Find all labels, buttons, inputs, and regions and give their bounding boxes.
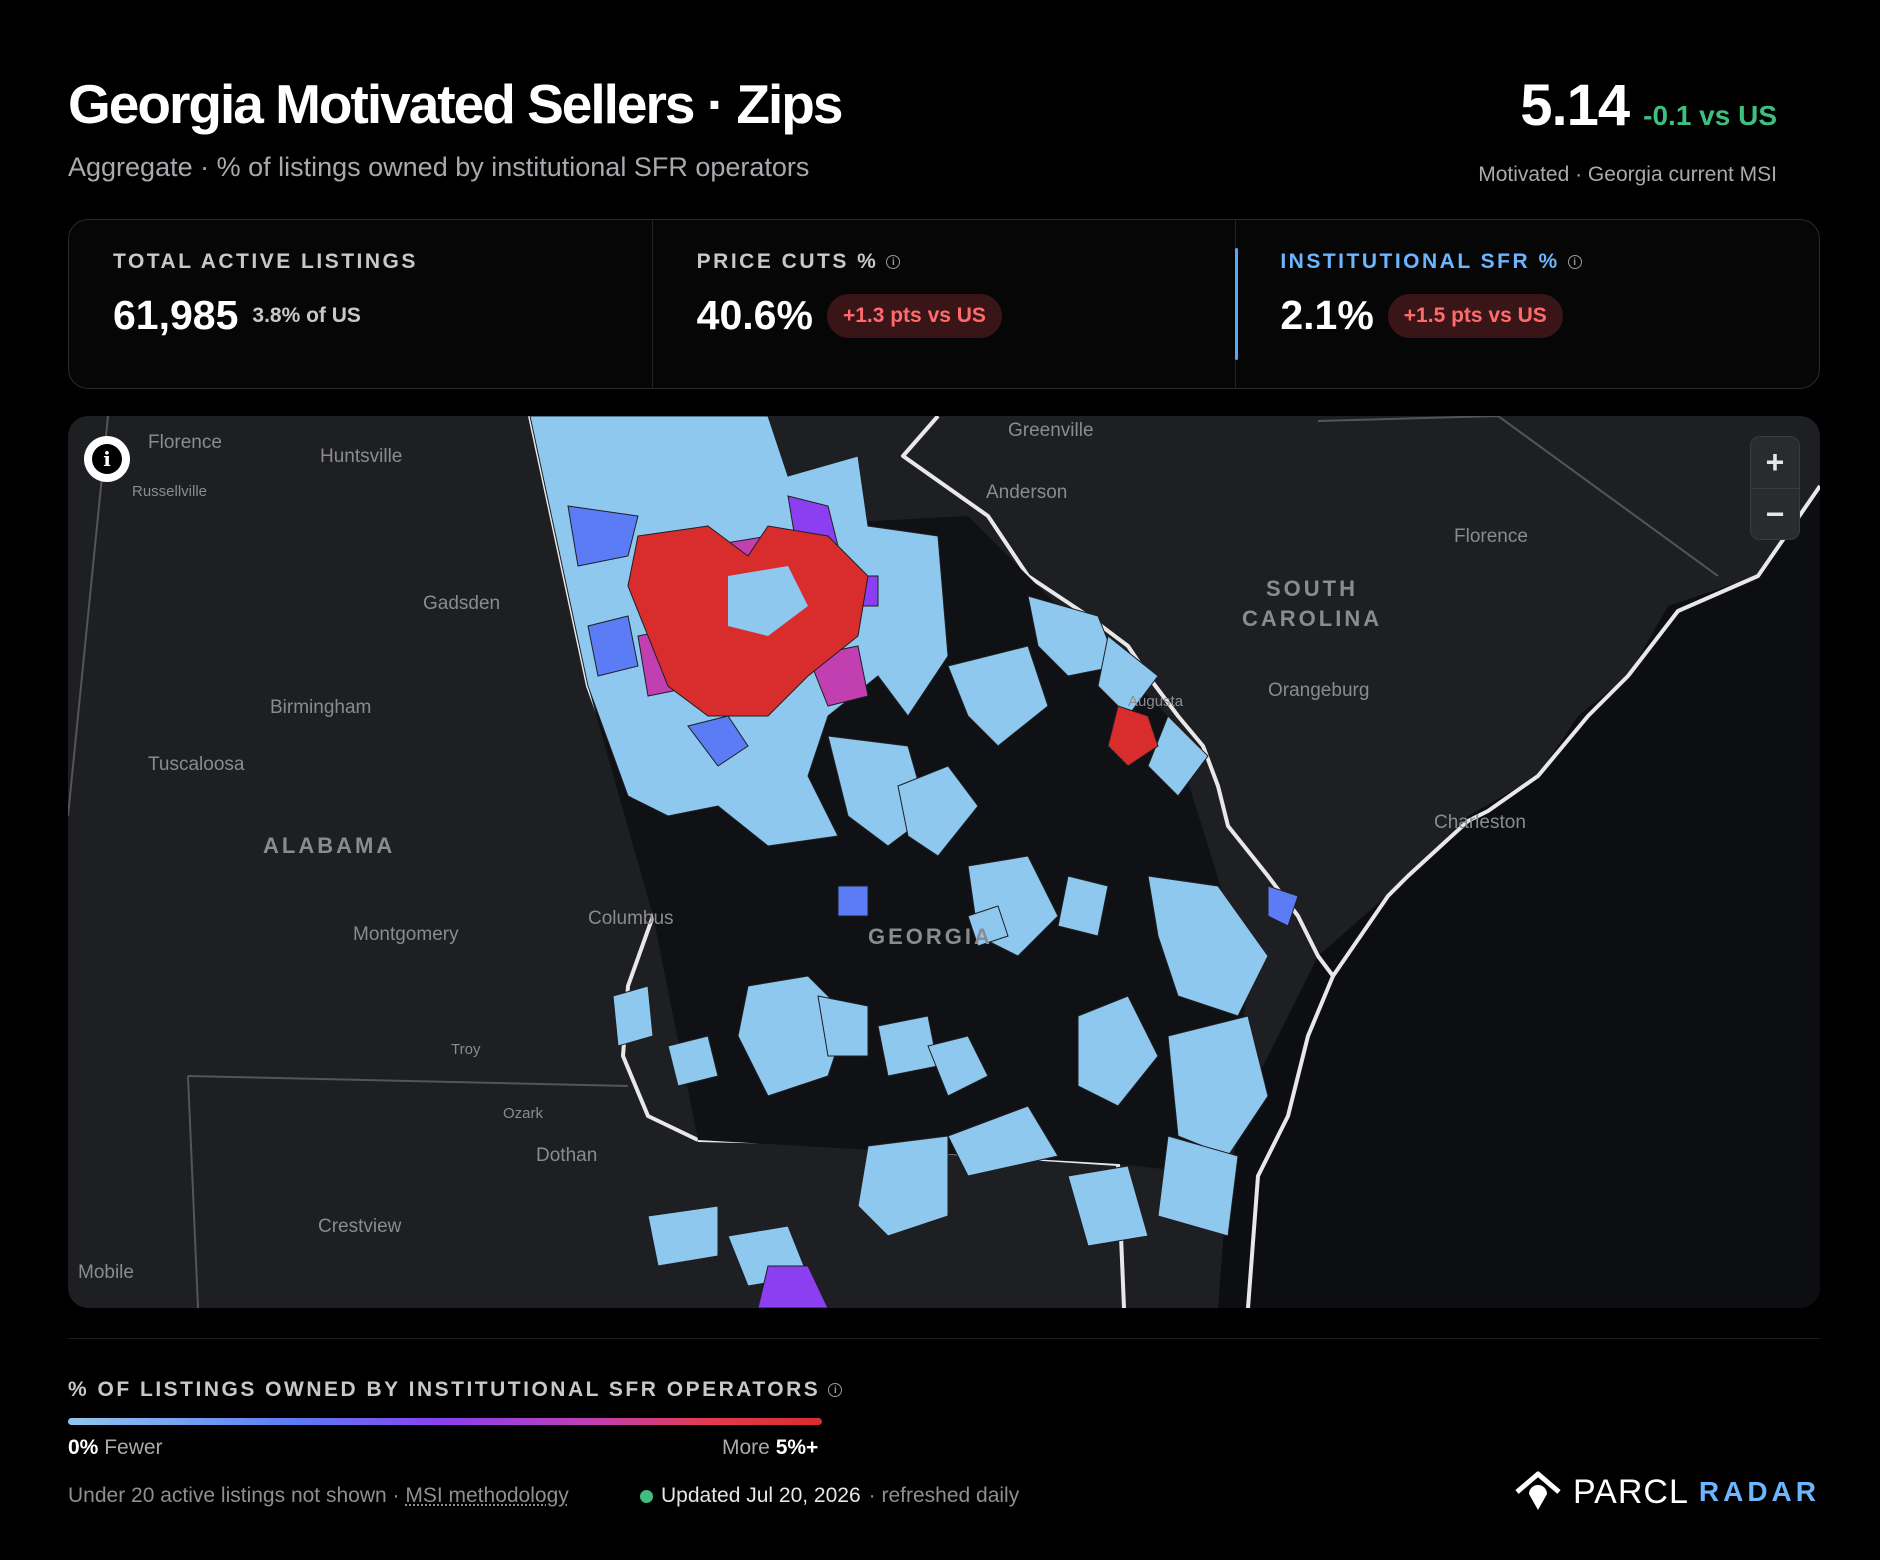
- map-canvas[interactable]: Florence Huntsville Russellville Gadsden…: [68, 416, 1820, 1308]
- legend-low: 0% Fewer: [68, 1436, 163, 1459]
- msi-summary: 5.14 -0.1 vs US Motivated · Georgia curr…: [1478, 72, 1777, 187]
- updated-date: Updated Jul 20, 2026: [661, 1484, 861, 1507]
- label-florence-sc: Florence: [1454, 526, 1528, 547]
- info-icon: i: [92, 444, 122, 474]
- delta-badge: +1.5 pts vs US: [1387, 293, 1563, 338]
- zoom-controls: + −: [1750, 436, 1800, 540]
- label-orangeburg: Orangeburg: [1268, 680, 1369, 701]
- stat-label: INSTITUTIONAL SFR %: [1280, 250, 1560, 273]
- label-augusta: Augusta: [1128, 693, 1184, 710]
- legend-high: More 5%+: [722, 1436, 819, 1459]
- label-alabama: ALABAMA: [263, 833, 395, 858]
- label-carolina: CAROLINA: [1242, 606, 1382, 631]
- choropleth-map[interactable]: Florence Huntsville Russellville Gadsden…: [68, 416, 1820, 1308]
- stat-value: 2.1%: [1280, 292, 1374, 338]
- zoom-out-button[interactable]: −: [1751, 488, 1799, 539]
- msi-caption: Motivated · Georgia current MSI: [1478, 163, 1777, 186]
- footer-note: Under 20 active listings not shown · MSI…: [68, 1484, 569, 1507]
- update-status: Updated Jul 20, 2026 · refreshed daily: [640, 1484, 1019, 1508]
- label-georgia: GEORGIA: [868, 924, 993, 949]
- info-icon[interactable]: i: [886, 255, 901, 269]
- stat-label: TOTAL ACTIVE LISTINGS: [113, 250, 418, 273]
- info-icon[interactable]: i: [1567, 255, 1582, 269]
- info-icon[interactable]: i: [828, 1383, 843, 1397]
- zoom-in-button[interactable]: +: [1765, 444, 1785, 480]
- stat-label: PRICE CUTS %: [696, 250, 879, 273]
- brand-product: RADAR: [1698, 1476, 1820, 1507]
- zip-low[interactable]: [567, 505, 1299, 927]
- label-russellville: Russellville: [132, 483, 207, 500]
- label-columbus: Columbus: [588, 908, 674, 929]
- region-lines: [68, 416, 1719, 1308]
- label-mobile: Mobile: [78, 1262, 134, 1283]
- place-labels: Florence Huntsville Russellville Gadsden…: [78, 420, 1528, 1283]
- methodology-link[interactable]: MSI methodology: [405, 1484, 569, 1507]
- label-troy: Troy: [451, 1041, 481, 1058]
- zip-fewer-core[interactable]: [728, 566, 808, 636]
- stat-value: 61,985: [113, 292, 239, 338]
- stat-total-listings[interactable]: TOTAL ACTIVE LISTINGS 61,985 3.8% of US: [69, 220, 652, 388]
- msi-value: 5.14: [1520, 73, 1630, 138]
- label-ozark: Ozark: [503, 1105, 544, 1122]
- label-montgomery: Montgomery: [353, 924, 459, 945]
- stat-value: 40.6%: [696, 292, 813, 338]
- page-title: Georgia Motivated Sellers · Zips: [68, 73, 843, 135]
- divider: [68, 1338, 1820, 1339]
- page-subtitle: Aggregate · % of listings owned by insti…: [68, 152, 810, 182]
- status-dot-icon: [640, 1489, 653, 1503]
- label-crestview: Crestview: [318, 1216, 402, 1237]
- label-charleston: Charleston: [1434, 812, 1526, 833]
- label-tuscaloosa: Tuscaloosa: [148, 754, 245, 775]
- label-birmingham: Birmingham: [270, 697, 371, 718]
- brand-logo: PARCL RADAR: [1513, 1470, 1820, 1514]
- stat-note: 3.8% of US: [252, 303, 361, 327]
- legend-gradient: [68, 1418, 822, 1425]
- label-florence-al: Florence: [148, 432, 222, 453]
- label-south: SOUTH: [1266, 576, 1358, 601]
- stat-institutional-sfr[interactable]: INSTITUTIONAL SFR % i 2.1% +1.5 pts vs U…: [1235, 220, 1819, 388]
- map-info-button[interactable]: i: [84, 436, 130, 482]
- stat-price-cuts[interactable]: PRICE CUTS % i 40.6% +1.3 pts vs US: [651, 220, 1236, 388]
- legend-title: % OF LISTINGS OWNED BY INSTITUTIONAL SFR…: [68, 1378, 843, 1402]
- label-gadsden: Gadsden: [423, 593, 500, 614]
- msi-delta: -0.1 vs US: [1643, 100, 1777, 131]
- parcl-logo-icon: [1515, 1471, 1561, 1510]
- label-anderson: Anderson: [986, 482, 1067, 503]
- label-greenville: Greenville: [1008, 420, 1094, 441]
- refresh-note: · refreshed daily: [868, 1484, 1020, 1507]
- brand-name: PARCL: [1573, 1472, 1689, 1511]
- stats-panel: TOTAL ACTIVE LISTINGS 61,985 3.8% of US …: [68, 219, 1820, 389]
- delta-badge: +1.3 pts vs US: [826, 293, 1002, 338]
- label-huntsville: Huntsville: [320, 446, 402, 467]
- label-dothan: Dothan: [536, 1145, 597, 1166]
